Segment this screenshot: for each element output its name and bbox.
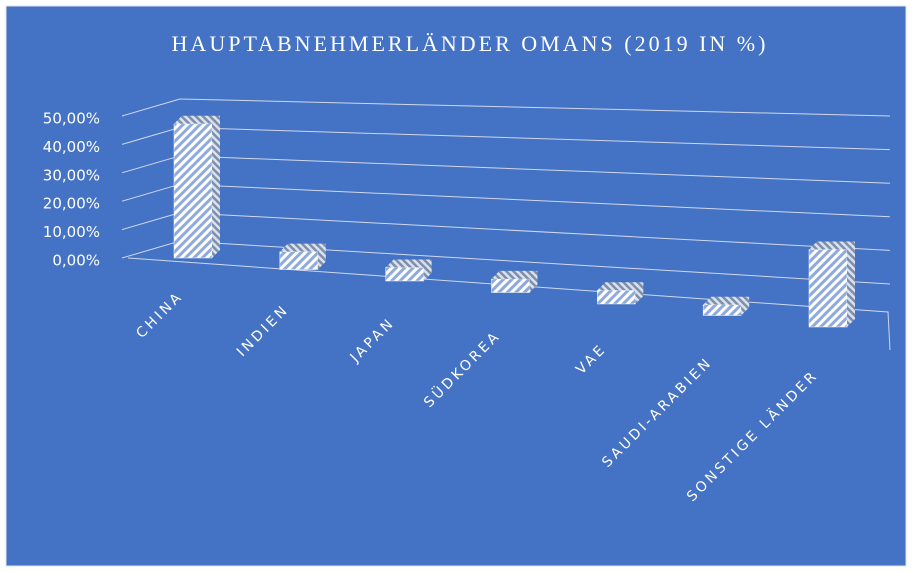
bar-side (529, 270, 538, 293)
bar-top (491, 270, 538, 279)
background (5, 5, 907, 567)
bar (385, 267, 424, 282)
bar-side (212, 115, 220, 259)
y-tick-label: 40,00% (43, 138, 100, 156)
grid-line (179, 155, 891, 184)
grid-line (179, 126, 891, 151)
bar-top (385, 259, 432, 268)
chart-title: HAUPTABNEHMERLÄNDER OMANS (2019 IN %) (172, 31, 769, 56)
grid-line (179, 183, 891, 218)
bar (491, 278, 530, 293)
bar-side (423, 259, 432, 281)
grid-line (121, 155, 181, 174)
bar-top (809, 241, 855, 250)
y-tick-label: 10,00% (43, 223, 100, 241)
y-tick-label: 50,00% (43, 110, 100, 128)
bar-side (847, 241, 855, 327)
bar-top (703, 296, 750, 305)
bar-top (174, 115, 220, 124)
y-tick-label: 0,00% (52, 252, 100, 270)
bar-top (597, 282, 644, 291)
bar (597, 290, 636, 305)
bar-side (741, 296, 750, 316)
grid-line (121, 126, 181, 145)
bar (702, 304, 742, 316)
bar-side (317, 243, 326, 270)
grid-line (179, 98, 891, 117)
bar-top (279, 243, 326, 252)
grid-line (121, 183, 181, 202)
grid-line (121, 212, 181, 231)
bar (279, 251, 319, 270)
bar (173, 123, 213, 259)
bar (808, 249, 848, 328)
y-tick-label: 30,00% (43, 166, 100, 184)
bar-side (635, 282, 644, 304)
grid-line (179, 212, 891, 251)
y-tick-label: 20,00% (43, 195, 100, 213)
grid-line (121, 98, 181, 117)
grid-line (121, 240, 181, 259)
